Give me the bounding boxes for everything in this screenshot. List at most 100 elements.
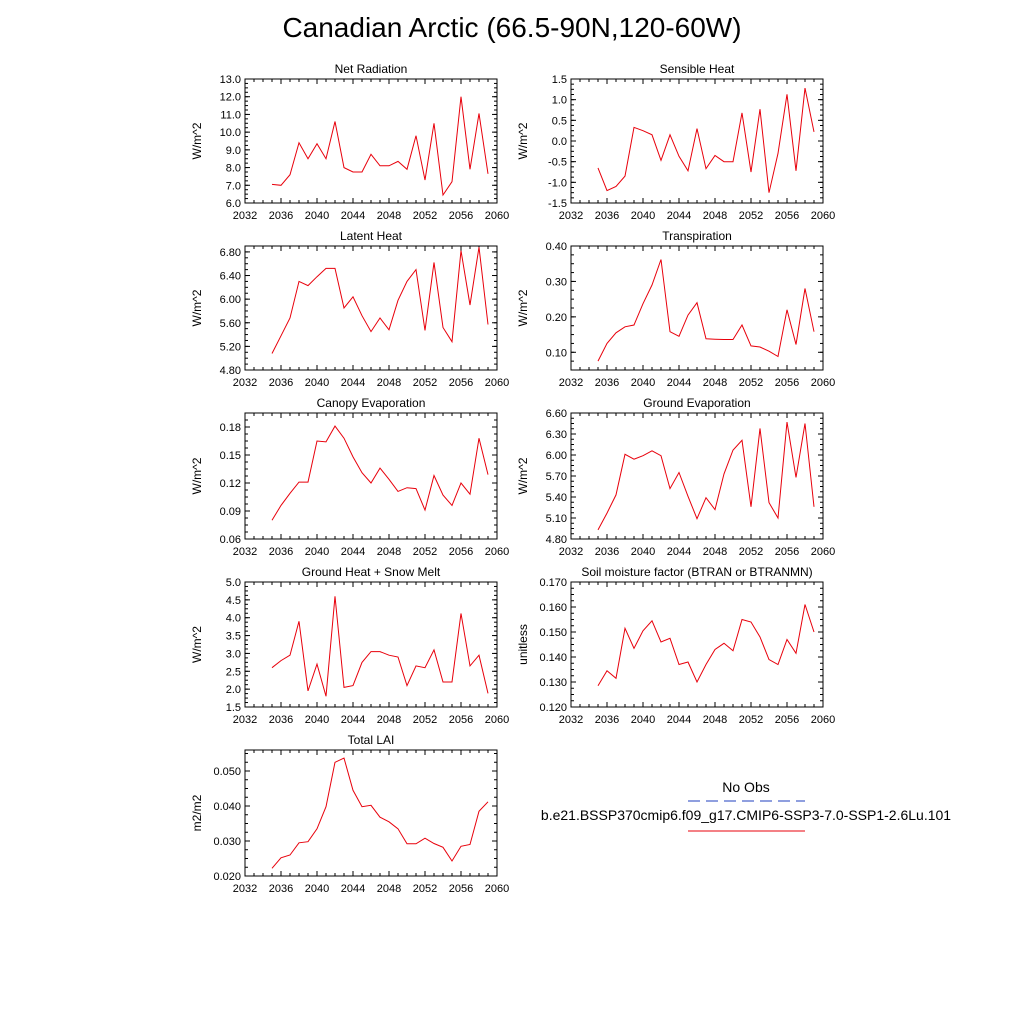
x-tick-label: 2040	[305, 546, 329, 558]
plot-frame	[570, 412, 824, 540]
plot-frame	[244, 412, 498, 540]
x-tick-label: 2056	[449, 210, 473, 222]
y-tick-label: 3.5	[226, 631, 241, 643]
panel-title: Sensible Heat	[660, 62, 735, 76]
x-tick-label: 2032	[559, 210, 583, 222]
x-tick-label: 2056	[449, 377, 473, 389]
x-tick-label: 2032	[233, 883, 257, 895]
x-tick-label: 2040	[631, 377, 655, 389]
y-tick-label: 0.040	[213, 801, 241, 813]
x-tick-label: 2036	[595, 546, 619, 558]
x-tick-label: 2040	[305, 377, 329, 389]
panel-title: Latent Heat	[340, 229, 403, 243]
x-tick-label: 2040	[631, 546, 655, 558]
chart-panel-7: Ground Heat + Snow Melt W/m^2 2032 2036 2040…	[190, 565, 509, 726]
chart-panel-3: Latent Heat W/m^2 2032 2036 2040 2044 2048 2052…	[190, 229, 509, 389]
y-tick-label: 4.5	[226, 595, 241, 607]
y-tick-label: 4.80	[220, 365, 241, 377]
y-tick-label: 2.5	[226, 666, 241, 678]
y-tick-label: 0.18	[220, 422, 241, 434]
x-tick-label: 2036	[269, 210, 293, 222]
x-tick-label: 2052	[413, 883, 437, 895]
y-tick-label: 5.40	[546, 492, 567, 504]
x-tick-label: 2048	[703, 714, 727, 726]
chart-panel-4: Transpiration W/m^2 2032 2036 2040 2044 2048 20…	[516, 229, 835, 389]
x-tick-label: 2044	[341, 210, 365, 222]
y-tick-label: 0.40	[546, 241, 567, 253]
y-tick-label: 6.30	[546, 429, 567, 441]
y-tick-label: 5.20	[220, 341, 241, 353]
y-tick-label: 5.10	[546, 513, 567, 525]
y-tick-label: 1.0	[552, 95, 567, 107]
x-tick-label: 2044	[667, 210, 691, 222]
y-axis-label: W/m^2	[190, 457, 204, 494]
y-tick-label: 2.0	[226, 684, 241, 696]
y-axis-label: W/m^2	[516, 289, 530, 326]
y-tick-label: 11.0	[220, 109, 241, 121]
x-tick-label: 2052	[413, 546, 437, 558]
y-tick-label: 7.0	[226, 180, 241, 192]
x-tick-label: 2044	[667, 546, 691, 558]
x-tick-label: 2056	[449, 546, 473, 558]
panel-title: Total LAI	[348, 733, 395, 747]
y-tick-label: 0.15	[220, 450, 241, 462]
x-tick-label: 2048	[377, 546, 401, 558]
x-tick-label: 2036	[595, 714, 619, 726]
chart-panel-8: Soil moisture factor (BTRAN or BTRANMN) u…	[516, 565, 835, 726]
chart-panel-1: Net Radiation W/m^2 2032 2036 2040 2044 2048 20…	[190, 62, 509, 222]
legend-model-label: b.e21.BSSP370cmip6.f09_g17.CMIP6-SSP3-7.…	[541, 807, 951, 823]
series-line	[271, 596, 489, 697]
y-tick-label: 0.20	[546, 312, 567, 324]
y-tick-label: 0.30	[546, 276, 567, 288]
y-tick-label: 0.020	[213, 871, 241, 883]
x-tick-label: 2048	[377, 210, 401, 222]
x-tick-label: 2044	[667, 714, 691, 726]
panel-title: Canopy Evaporation	[317, 396, 426, 410]
x-tick-label: 2060	[485, 546, 509, 558]
x-tick-label: 2056	[775, 377, 799, 389]
y-tick-label: 13.0	[220, 74, 241, 86]
y-tick-label: 4.80	[546, 534, 567, 546]
x-tick-label: 2048	[703, 210, 727, 222]
y-tick-label: 0.140	[539, 652, 567, 664]
x-tick-label: 2056	[449, 883, 473, 895]
panel-title: Net Radiation	[335, 62, 408, 76]
panel-title: Ground Evaporation	[643, 396, 750, 410]
x-tick-label: 2052	[739, 714, 763, 726]
x-tick-label: 2040	[305, 714, 329, 726]
series-line	[271, 757, 489, 869]
x-tick-label: 2052	[413, 714, 437, 726]
x-tick-label: 2044	[341, 546, 365, 558]
x-tick-label: 2060	[485, 883, 509, 895]
x-tick-label: 2060	[811, 377, 835, 389]
x-tick-label: 2048	[377, 714, 401, 726]
chart-panel-6: Ground Evaporation W/m^2 2032 2036 2040 2044 2…	[516, 396, 835, 558]
y-tick-label: 6.40	[220, 271, 241, 283]
series-line	[271, 247, 489, 354]
y-tick-label: 0.0	[552, 136, 567, 148]
plot-frame	[570, 245, 824, 371]
series-line	[597, 422, 815, 531]
y-axis-label: W/m^2	[190, 626, 204, 663]
x-tick-label: 2060	[485, 210, 509, 222]
y-tick-label: 0.150	[539, 627, 567, 639]
x-tick-label: 2044	[667, 377, 691, 389]
y-tick-label: -1.5	[548, 198, 567, 210]
x-tick-label: 2032	[233, 714, 257, 726]
x-tick-label: 2036	[595, 377, 619, 389]
x-tick-label: 2040	[631, 714, 655, 726]
y-tick-label: 6.0	[226, 198, 241, 210]
x-tick-label: 2032	[559, 546, 583, 558]
y-tick-label: 0.09	[220, 506, 241, 518]
plot-frame	[244, 581, 498, 708]
x-tick-label: 2040	[305, 883, 329, 895]
y-axis-label: W/m^2	[190, 289, 204, 326]
x-tick-label: 2060	[811, 546, 835, 558]
x-tick-label: 2048	[377, 377, 401, 389]
y-tick-label: 9.0	[226, 145, 241, 157]
panel-title: Transpiration	[662, 229, 732, 243]
x-tick-label: 2036	[269, 377, 293, 389]
y-tick-label: 0.170	[539, 577, 567, 589]
x-tick-label: 2032	[559, 714, 583, 726]
